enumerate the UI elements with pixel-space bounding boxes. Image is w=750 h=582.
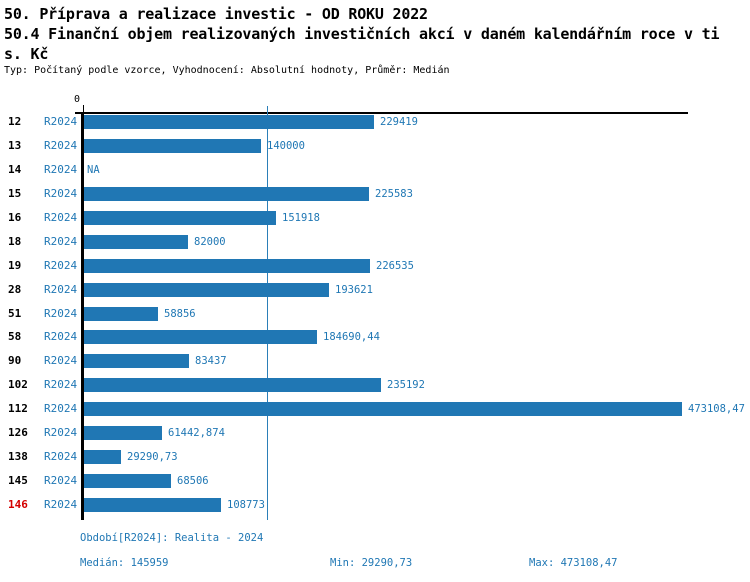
bar-value-label: 29290,73 — [127, 451, 178, 463]
row-period-label: R2024 — [44, 283, 78, 296]
bar-value-label: 61442,874 — [168, 427, 225, 439]
x-axis-line — [75, 112, 688, 114]
footer-median-stat: Medián: 145959 — [80, 557, 169, 569]
value-bar — [84, 402, 682, 416]
row-id-label: 15 — [8, 187, 22, 200]
value-bar — [84, 211, 276, 225]
row-id-label: 28 — [8, 283, 22, 296]
value-bar — [84, 498, 221, 512]
value-bar — [84, 354, 189, 368]
row-id-label: 18 — [8, 235, 22, 248]
row-id-label: 19 — [8, 259, 22, 272]
report-title-line1: 50. Příprava a realizace investic - OD R… — [4, 5, 428, 23]
footer-max-stat: Max: 473108,47 — [529, 557, 618, 569]
row-period-label: R2024 — [44, 426, 78, 439]
row-period-label: R2024 — [44, 163, 78, 176]
row-id-label: 16 — [8, 211, 22, 224]
x-axis-zero-label: 0 — [74, 94, 81, 105]
bar-value-label: 151918 — [282, 212, 320, 224]
row-period-label: R2024 — [44, 402, 78, 415]
bar-value-label: 140000 — [267, 140, 305, 152]
row-period-label: R2024 — [44, 354, 78, 367]
bar-value-label: 473108,47 — [688, 403, 745, 415]
report-title-line3: s. Kč — [4, 45, 49, 63]
row-period-label: R2024 — [44, 211, 78, 224]
row-id-label: 13 — [8, 139, 22, 152]
row-id-label: 112 — [8, 402, 28, 415]
bar-value-label: 68506 — [177, 475, 209, 487]
bar-value-label: 108773 — [227, 499, 265, 511]
y-axis-line — [81, 112, 84, 520]
bar-value-label: NA — [87, 164, 100, 176]
row-period-label: R2024 — [44, 139, 78, 152]
value-bar — [84, 187, 369, 201]
bar-value-label: 83437 — [195, 355, 227, 367]
value-bar — [84, 235, 188, 249]
row-id-label: 102 — [8, 378, 28, 391]
row-period-label: R2024 — [44, 330, 78, 343]
row-id-label: 138 — [8, 450, 28, 463]
row-period-label: R2024 — [44, 259, 78, 272]
row-id-label: 12 — [8, 115, 22, 128]
bar-value-label: 184690,44 — [323, 331, 380, 343]
bar-value-label: 235192 — [387, 379, 425, 391]
value-bar — [84, 426, 162, 440]
footer-period-info: Období[R2024]: Realita - 2024 — [80, 532, 264, 544]
value-bar — [84, 283, 329, 297]
value-bar — [84, 307, 158, 321]
row-id-label: 14 — [8, 163, 22, 176]
row-period-label: R2024 — [44, 115, 78, 128]
row-period-label: R2024 — [44, 474, 78, 487]
value-bar — [84, 139, 261, 153]
median-reference-line — [267, 106, 268, 520]
value-bar — [84, 378, 381, 392]
footer-min-stat: Min: 29290,73 — [330, 557, 413, 569]
bar-value-label: 82000 — [194, 236, 226, 248]
report-subtitle: Typ: Počítaný podle vzorce, Vyhodnocení:… — [4, 65, 450, 76]
x-axis-zero-tick — [83, 105, 84, 113]
value-bar — [84, 259, 370, 273]
bar-value-label: 229419 — [380, 116, 418, 128]
value-bar — [84, 115, 374, 129]
report-title-line2: 50.4 Finanční objem realizovaných invest… — [4, 25, 720, 43]
row-id-label: 51 — [8, 307, 22, 320]
bar-value-label: 225583 — [375, 188, 413, 200]
row-period-label: R2024 — [44, 235, 78, 248]
row-period-label: R2024 — [44, 187, 78, 200]
row-id-label: 126 — [8, 426, 28, 439]
bar-value-label: 226535 — [376, 260, 414, 272]
value-bar — [84, 474, 171, 488]
row-period-label: R2024 — [44, 450, 78, 463]
row-period-label: R2024 — [44, 307, 78, 320]
row-id-label: 58 — [8, 330, 22, 343]
row-period-label: R2024 — [44, 378, 78, 391]
row-id-label: 145 — [8, 474, 28, 487]
row-id-label: 146 — [8, 498, 28, 511]
row-id-label: 90 — [8, 354, 22, 367]
row-period-label: R2024 — [44, 498, 78, 511]
bar-value-label: 193621 — [335, 284, 373, 296]
value-bar — [84, 330, 317, 344]
value-bar — [84, 450, 121, 464]
bar-value-label: 58856 — [164, 308, 196, 320]
